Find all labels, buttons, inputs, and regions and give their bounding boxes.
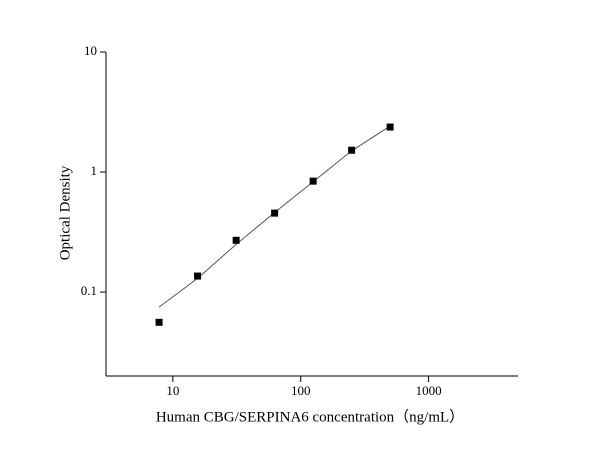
- point: [194, 272, 202, 280]
- point: [155, 318, 163, 326]
- y-tick-label: 1: [91, 163, 98, 178]
- y-tick-label: 10: [84, 43, 97, 58]
- point: [232, 236, 240, 244]
- point: [348, 146, 356, 154]
- y-axis-label: Optical Density: [57, 165, 73, 260]
- y-tick-label: 0.1: [81, 283, 97, 298]
- x-axis-label: Human CBG/SERPINA6 concentration（ng/mL）: [156, 408, 464, 425]
- point: [309, 177, 317, 185]
- x-tick-label: 10: [166, 383, 179, 398]
- point: [271, 209, 279, 217]
- x-tick-label: 1000: [416, 383, 442, 398]
- x-tick-label: 100: [291, 383, 311, 398]
- point: [386, 123, 394, 131]
